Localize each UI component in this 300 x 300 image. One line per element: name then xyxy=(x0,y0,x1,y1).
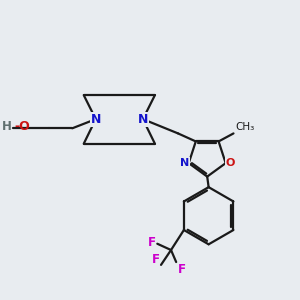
Text: O: O xyxy=(226,158,235,168)
Text: N: N xyxy=(138,112,148,126)
Text: -O: -O xyxy=(15,120,31,134)
Text: F: F xyxy=(148,236,156,249)
Text: F: F xyxy=(152,253,160,266)
Text: N: N xyxy=(180,158,189,168)
Text: F: F xyxy=(178,263,186,276)
Text: H: H xyxy=(2,120,12,134)
Text: N: N xyxy=(91,112,101,126)
Text: CH₃: CH₃ xyxy=(235,122,254,132)
